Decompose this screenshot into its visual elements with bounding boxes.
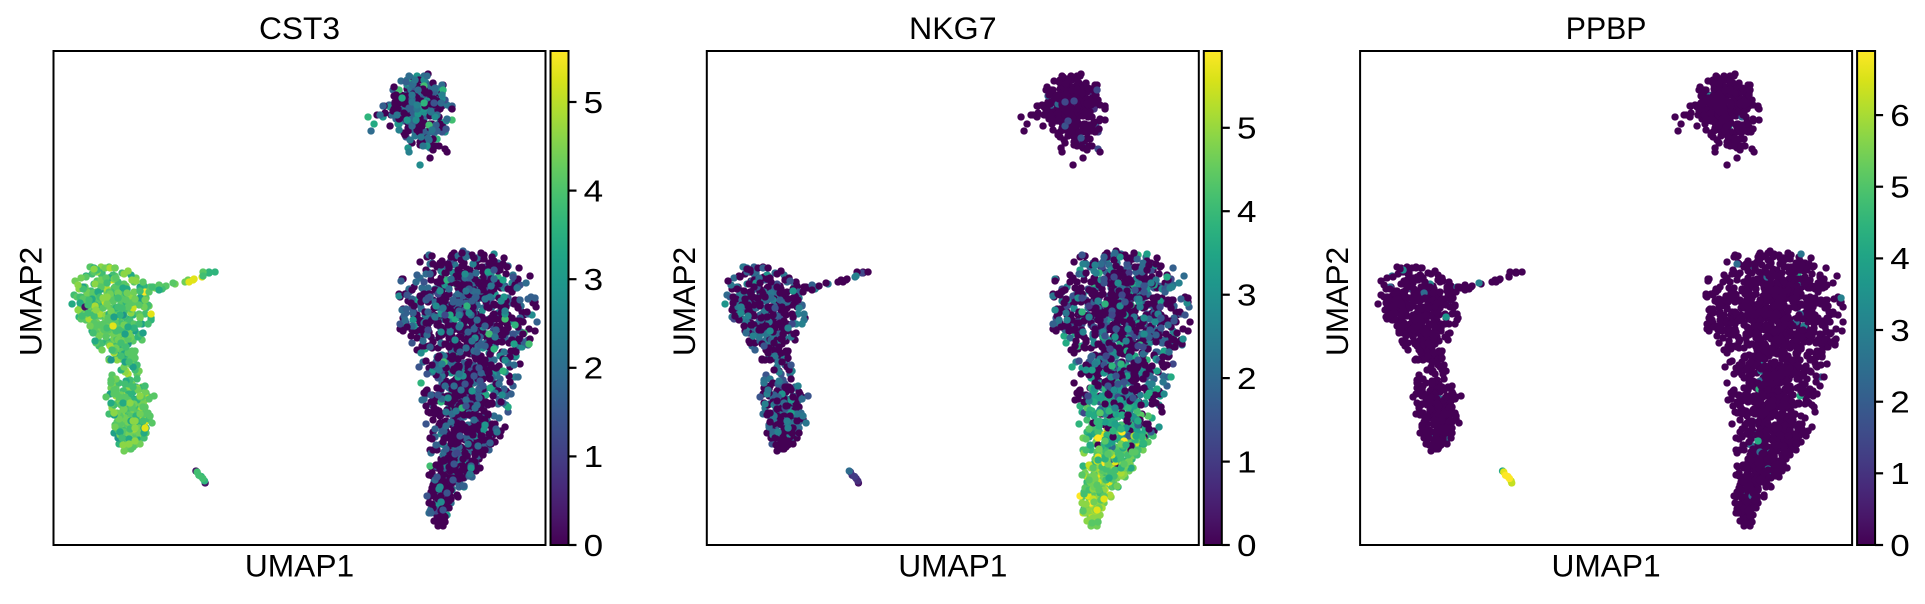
svg-text:1: 1 bbox=[584, 440, 604, 474]
svg-text:5: 5 bbox=[1890, 171, 1910, 205]
svg-text:0: 0 bbox=[584, 529, 604, 563]
svg-text:NKG7: NKG7 bbox=[909, 10, 997, 46]
svg-text:UMAP2: UMAP2 bbox=[13, 247, 49, 356]
svg-text:UMAP1: UMAP1 bbox=[1552, 548, 1661, 584]
svg-text:4: 4 bbox=[1237, 195, 1257, 229]
svg-text:0: 0 bbox=[1237, 529, 1257, 563]
svg-text:5: 5 bbox=[1237, 112, 1257, 146]
svg-text:1: 1 bbox=[1890, 457, 1910, 491]
svg-text:4: 4 bbox=[1890, 242, 1910, 276]
svg-text:PPBP: PPBP bbox=[1566, 10, 1647, 46]
svg-text:UMAP2: UMAP2 bbox=[1319, 247, 1355, 356]
svg-text:2: 2 bbox=[1237, 362, 1257, 396]
svg-text:UMAP1: UMAP1 bbox=[245, 548, 354, 584]
svg-text:4: 4 bbox=[584, 174, 604, 208]
svg-text:3: 3 bbox=[584, 263, 604, 297]
svg-text:2: 2 bbox=[584, 352, 604, 386]
svg-text:5: 5 bbox=[584, 86, 604, 120]
svg-text:2: 2 bbox=[1890, 386, 1910, 420]
svg-text:6: 6 bbox=[1890, 99, 1910, 133]
svg-text:CST3: CST3 bbox=[259, 10, 340, 46]
svg-text:3: 3 bbox=[1237, 279, 1257, 313]
svg-text:UMAP2: UMAP2 bbox=[666, 247, 702, 356]
svg-text:0: 0 bbox=[1890, 529, 1910, 563]
svg-text:1: 1 bbox=[1237, 445, 1257, 479]
svg-text:UMAP1: UMAP1 bbox=[898, 548, 1007, 584]
svg-text:3: 3 bbox=[1890, 314, 1910, 348]
